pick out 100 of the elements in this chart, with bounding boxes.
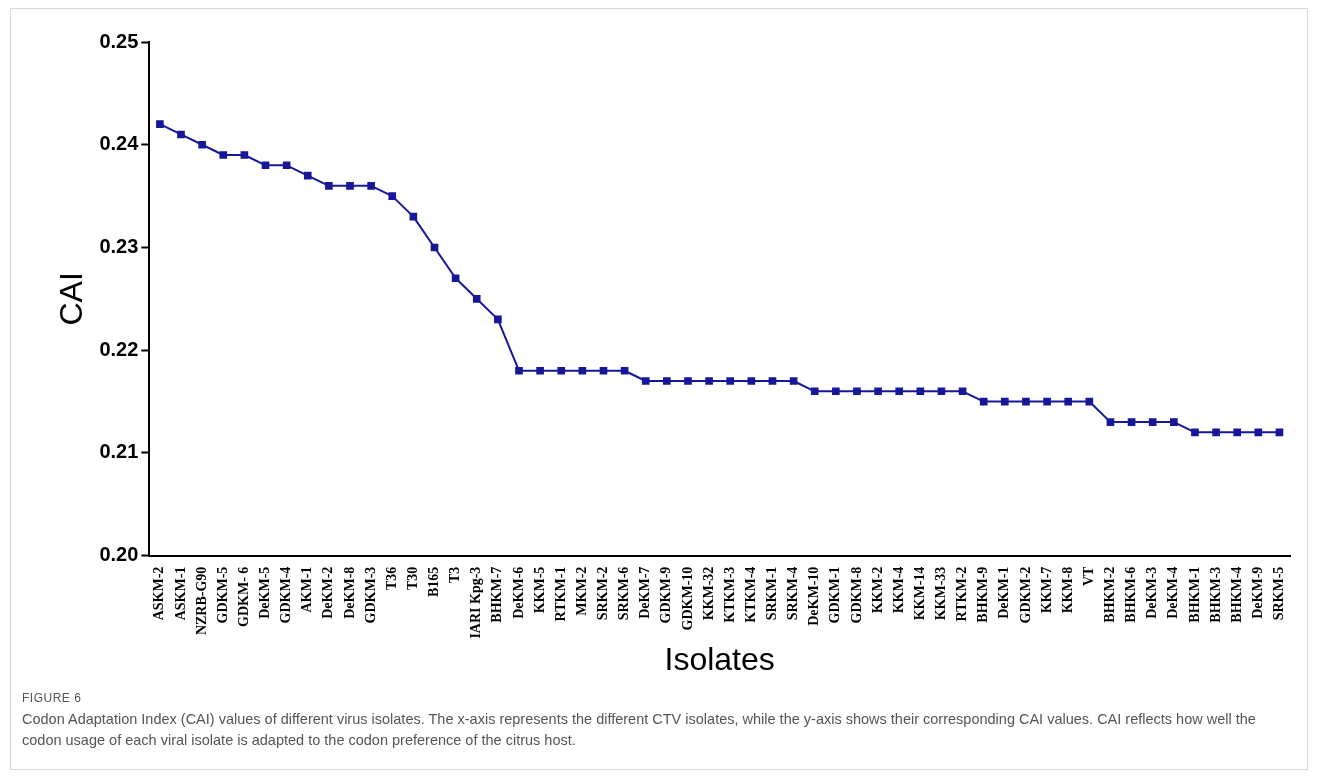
point — [1254, 428, 1263, 437]
x-tick-label: KKM-4 — [890, 566, 906, 614]
x-tick-label: BHKM-6 — [1123, 566, 1139, 623]
point — [853, 387, 861, 396]
point — [1085, 397, 1094, 406]
x-tick-label: BHKM-9 — [975, 566, 991, 623]
x-tick-label: T3 — [447, 566, 463, 583]
x-tick-label: KKM-33 — [933, 566, 949, 621]
x-tick-label: SRKM-6 — [616, 566, 632, 621]
x-tick-label: BHKM-1 — [1186, 566, 1202, 623]
point — [1064, 397, 1073, 406]
x-tick-label: KTKM-4 — [742, 566, 758, 623]
x-axis-title: Isolates — [664, 640, 775, 677]
x-tick-label: DeKM-3 — [1144, 566, 1160, 619]
point — [916, 387, 925, 396]
x-tick-label: BHKM-3 — [1207, 566, 1223, 623]
x-tick-label: KTKM-3 — [721, 566, 737, 623]
point — [1169, 418, 1178, 426]
x-tick-label: DeKM-2 — [320, 566, 336, 619]
x-tick-label: KKM-7 — [1038, 566, 1054, 614]
x-tick-label: DeKM-7 — [637, 566, 653, 619]
y-tick-label: 0.22 — [99, 337, 139, 360]
x-tick-label: DeKM-5 — [257, 566, 273, 619]
point — [472, 294, 481, 303]
x-tick-label: ASKM-2 — [151, 566, 167, 621]
y-tick-label: 0.23 — [99, 234, 139, 257]
point — [156, 120, 164, 129]
point — [768, 377, 777, 385]
x-tick-label: AKM-1 — [299, 566, 315, 613]
point — [1022, 397, 1030, 406]
x-tick-label: DeKM-8 — [341, 566, 357, 619]
x-tick-label: GDKM-5 — [214, 566, 230, 624]
point — [726, 377, 735, 385]
x-tick-label: KKM-14 — [911, 566, 927, 621]
point — [451, 274, 460, 283]
point — [1043, 397, 1051, 406]
x-tick-label: MKM-2 — [573, 566, 589, 616]
point — [388, 192, 397, 200]
y-tick-label: 0.20 — [99, 543, 139, 566]
point — [810, 387, 819, 396]
x-tick-label: T36 — [383, 566, 399, 590]
point — [1106, 418, 1115, 426]
point — [494, 315, 502, 324]
x-tick-label: GDKM-1 — [827, 566, 843, 624]
x-tick-label: ASKM-1 — [172, 566, 188, 621]
point — [303, 171, 312, 180]
point — [599, 366, 608, 375]
x-tick-label: SRKM-1 — [764, 566, 780, 621]
x-tick-label: DeKM-9 — [1249, 566, 1265, 619]
x-tick-label: GDKM- 6 — [235, 566, 251, 627]
point — [177, 130, 185, 139]
text: Codon Adaptation Index (CAI) values of different virus isolates. The x-axis represents the different CTV isolates, while the y-axis shows their corresponding CAI values. CAI reflects how well the codon usage of each viral isolate is adapted to the codon preference of the citrus host. — [22, 710, 1257, 751]
x-tick-label: GDKM-10 — [679, 566, 695, 631]
x-tick-label: SRKM-5 — [1271, 566, 1287, 621]
caption: FIGURE 6 — [22, 690, 83, 707]
y-tick-label: 0.25 — [99, 29, 139, 52]
point — [261, 161, 270, 170]
point — [620, 366, 629, 375]
y-tick-label: 0.21 — [99, 440, 139, 463]
point — [705, 377, 713, 385]
point — [536, 366, 544, 375]
x-tick-label: BHKM-4 — [1228, 566, 1244, 623]
point — [240, 151, 249, 159]
point — [663, 377, 671, 385]
point — [578, 366, 587, 375]
x-tick-label: DeKM-6 — [510, 566, 526, 619]
x-tick-label: KKM-32 — [700, 566, 716, 621]
x-tick-label: DeKM-1 — [996, 566, 1012, 619]
point — [641, 377, 650, 385]
x-tick-label: RTKM-2 — [954, 566, 970, 622]
x-tick-label: NZRB-G90 — [193, 566, 209, 636]
point — [557, 366, 566, 375]
point — [515, 366, 523, 375]
point — [832, 387, 840, 396]
point — [1148, 418, 1157, 426]
point — [874, 387, 882, 396]
point — [325, 181, 333, 190]
x-tick-label: GDKM-2 — [1017, 566, 1033, 624]
point — [684, 377, 692, 385]
point — [958, 387, 967, 396]
x-tick-label: KKM-5 — [531, 566, 547, 614]
x-tick-label: GDKM-4 — [278, 566, 294, 624]
x-tick-label: B165 — [426, 566, 442, 597]
point — [1127, 418, 1136, 426]
x-tick-label: BHKM-2 — [1102, 566, 1118, 623]
point — [198, 140, 206, 149]
x-tick-label: GDKM-8 — [848, 566, 864, 624]
y-tick-label: 0.24 — [99, 132, 140, 155]
x-tick-label: KKM-8 — [1059, 566, 1075, 614]
point — [346, 181, 354, 190]
x-tick-label: DeKM-10 — [806, 566, 822, 626]
x-tick-label: VT — [1080, 565, 1096, 587]
point — [1191, 428, 1199, 437]
point — [789, 377, 798, 385]
x-tick-label: SRKM-4 — [785, 566, 801, 621]
point — [1233, 428, 1242, 437]
point — [895, 387, 904, 396]
point — [747, 377, 756, 385]
point — [367, 181, 375, 190]
x-tick-label: GDKM-3 — [362, 566, 378, 624]
